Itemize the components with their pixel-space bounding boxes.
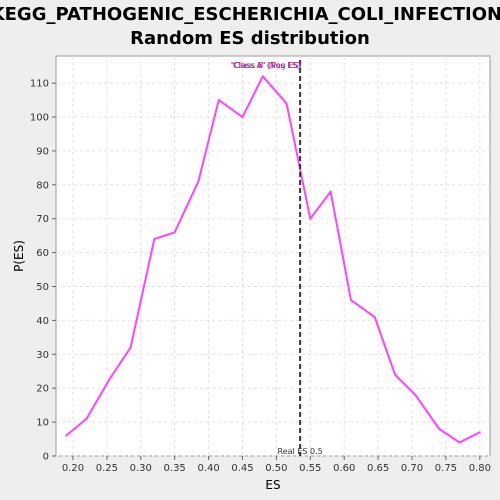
data-point [197,180,200,183]
y-tick-label: 100 [30,113,49,124]
data-point [153,238,156,241]
x-tick-label: 0.65 [367,463,389,474]
real-es-marker-layer: Real ES 0.5 [278,60,323,456]
x-tick-label: 0.50 [265,463,287,474]
plot-area [55,55,491,457]
x-tick-label: 0.45 [231,463,253,474]
legend-label: 'Class B' (Pos ES) [232,61,301,70]
data-point [173,231,176,234]
data-point [394,373,397,376]
data-point [285,102,288,105]
y-tick-label: 50 [36,282,49,293]
data-point [109,377,112,380]
y-axis-label: P(ES) [12,240,26,272]
data-point [349,299,352,302]
y-tick-label: 70 [36,214,49,225]
y-axis: 0 10 20 30 40 50 60 70 80 90 100 110 [30,79,56,463]
data-point [373,316,376,319]
data-point [217,99,220,102]
data-point [414,393,417,396]
chart-title-line-1: KEGG_PATHOGENIC_ESCHERICHIA_COLI_INFECTI… [0,4,500,25]
y-tick-label: 0 [43,452,49,463]
data-point [478,431,481,434]
real-es-label: Real ES 0.5 [278,447,323,456]
data-point [438,427,441,430]
x-tick-label: 0.55 [299,463,321,474]
x-tick-label: 0.25 [96,463,118,474]
x-tick-label: 0.35 [164,463,186,474]
legend-label: 'Class A' (Neg ES) [231,61,302,70]
x-tick-label: 0.30 [130,463,152,474]
x-tick-label: 0.80 [469,463,491,474]
data-point [65,434,68,437]
y-tick-label: 40 [36,316,49,327]
x-axis: 0.20 0.25 0.30 0.35 0.40 0.45 0.50 0.55 0.60 0.65… [62,456,491,474]
data-point [458,441,461,444]
legend-labels: 'Class B' (Pos ES)'Class A' (Neg ES)'Cla… [231,61,302,70]
y-tick-label: 60 [36,248,49,259]
x-tick-label: 0.40 [197,463,219,474]
data-point [309,217,312,220]
data-point [261,75,264,78]
y-tick-label: 110 [30,79,49,90]
y-tick-label: 20 [36,384,49,395]
series-layer [65,75,481,444]
x-axis-label: ES [265,478,280,492]
data-point [129,346,132,349]
x-tick-label: 0.60 [333,463,355,474]
y-tick-label: 10 [36,418,49,429]
y-tick-label: 30 [36,350,49,361]
y-tick-label: 90 [36,146,49,157]
x-tick-label: 0.75 [435,463,457,474]
data-point [85,417,88,420]
legend-label: 'Class B' (Pos ES) [232,61,301,70]
chart-title-line-2: Random ES distribution [130,28,370,49]
series-line [65,75,481,444]
x-tick-label: 0.20 [62,463,84,474]
grid-lines [56,56,490,457]
data-point [329,190,332,193]
data-point [241,116,244,119]
x-tick-label: 0.70 [401,463,423,474]
y-tick-label: 80 [36,180,49,191]
